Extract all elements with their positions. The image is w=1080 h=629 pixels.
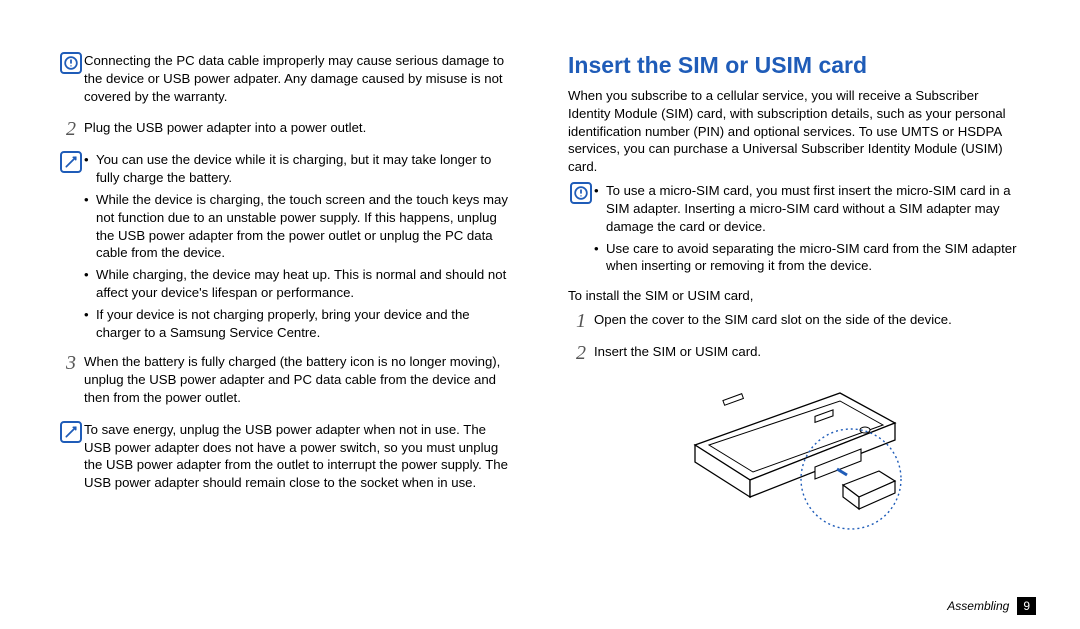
step-text: When the battery is fully charged (the b… xyxy=(84,353,512,406)
step-1: 1 Open the cover to the SIM card slot on… xyxy=(568,311,1022,335)
left-column: Connecting the PC data cable improperly … xyxy=(44,52,540,611)
note-text: To save energy, unplug the USB power ada… xyxy=(84,421,512,492)
footer-section-name: Assembling xyxy=(947,599,1009,613)
note-icon-wrap xyxy=(58,421,84,443)
warning-block: Connecting the PC data cable improperly … xyxy=(58,52,512,111)
note-block-2: To save energy, unplug the USB power ada… xyxy=(58,421,512,498)
alert-icon-wrap xyxy=(58,52,84,74)
step-text: Open the cover to the SIM card slot on t… xyxy=(594,311,1022,329)
step-text: Insert the SIM or USIM card. xyxy=(594,343,1022,361)
list-item: If your device is not charging properly,… xyxy=(84,306,512,342)
device-illustration xyxy=(665,375,925,555)
section-heading: Insert the SIM or USIM card xyxy=(568,52,1022,79)
note-icon xyxy=(60,151,82,173)
footer-page-number: 9 xyxy=(1017,597,1036,615)
note-block-1: You can use the device while it is charg… xyxy=(58,151,512,345)
alert-icon xyxy=(570,182,592,204)
right-column: Insert the SIM or USIM card When you sub… xyxy=(540,52,1036,611)
list-item: To use a micro-SIM card, you must first … xyxy=(594,182,1022,235)
list-item: Use care to avoid separating the micro-S… xyxy=(594,240,1022,276)
step-3: 3 When the battery is fully charged (the… xyxy=(58,353,512,412)
alert-icon xyxy=(60,52,82,74)
warning-bullets: To use a micro-SIM card, you must first … xyxy=(594,182,1022,275)
step-2: 2 Insert the SIM or USIM card. xyxy=(568,343,1022,367)
step-text: Plug the USB power adapter into a power … xyxy=(84,119,512,137)
list-item: You can use the device while it is charg… xyxy=(84,151,512,187)
warning-text: Connecting the PC data cable improperly … xyxy=(84,52,512,105)
alert-icon-wrap xyxy=(568,182,594,204)
list-item: While charging, the device may heat up. … xyxy=(84,266,512,302)
step-number: 1 xyxy=(576,310,586,332)
intro-paragraph: When you subscribe to a cellular service… xyxy=(568,87,1022,176)
list-item: While the device is charging, the touch … xyxy=(84,191,512,262)
note-icon xyxy=(60,421,82,443)
step-number: 3 xyxy=(66,352,76,374)
step-number: 2 xyxy=(66,118,76,140)
step-2: 2 Plug the USB power adapter into a powe… xyxy=(58,119,512,143)
manual-page: Connecting the PC data cable improperly … xyxy=(0,0,1080,629)
note-icon-wrap xyxy=(58,151,84,173)
warning-block: To use a micro-SIM card, you must first … xyxy=(568,182,1022,279)
step-number: 2 xyxy=(576,342,586,364)
install-intro: To install the SIM or USIM card, xyxy=(568,287,1022,305)
page-footer: Assembling 9 xyxy=(947,597,1036,615)
note1-bullets: You can use the device while it is charg… xyxy=(84,151,512,341)
